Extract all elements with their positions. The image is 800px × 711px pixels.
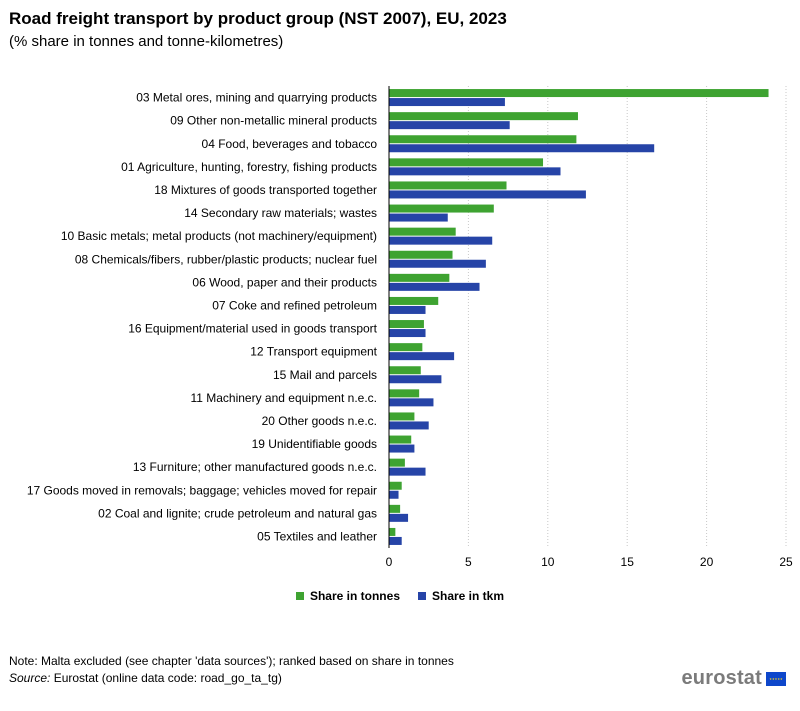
legend-item-tkm: Share in tkm: [418, 589, 504, 603]
bar-tkm-11: [389, 352, 455, 361]
bar-tkm-4: [389, 190, 586, 199]
legend-swatch-tkm: [418, 592, 426, 600]
bar-tonnes-19: [389, 527, 396, 536]
bar-tkm-8: [389, 282, 480, 291]
bar-tonnes-16: [389, 458, 405, 467]
eurostat-logo-text: eurostat: [681, 667, 762, 689]
x-tick-label-4: 20: [700, 555, 714, 569]
x-tick-label-0: 0: [386, 555, 393, 569]
category-label-11: 12 Transport equipment: [250, 345, 377, 359]
chart-note: Note: Malta excluded (see chapter 'data …: [9, 654, 454, 668]
bar-tonnes-11: [389, 343, 423, 352]
bar-tonnes-17: [389, 481, 402, 490]
category-label-6: 10 Basic metals; metal products (not mac…: [61, 229, 377, 243]
bar-tonnes-8: [389, 273, 450, 282]
category-label-9: 07 Coke and refined petroleum: [212, 298, 377, 312]
category-label-15: 19 Unidentifiable goods: [252, 437, 377, 451]
bar-tkm-2: [389, 144, 655, 153]
category-label-19: 05 Textiles and leather: [257, 529, 377, 543]
bar-tonnes-1: [389, 112, 578, 121]
legend-swatch-tonnes: [295, 592, 304, 600]
chart-title: Road freight transport by product group …: [9, 9, 507, 28]
x-tick-label-2: 10: [541, 555, 555, 569]
bar-tkm-17: [389, 490, 399, 499]
bar-tkm-3: [389, 167, 561, 176]
x-tick-label-5: 25: [779, 555, 793, 569]
bar-tonnes-0: [389, 89, 769, 98]
bar-tonnes-7: [389, 250, 453, 259]
bar-tkm-19: [389, 536, 402, 545]
bar-tkm-12: [389, 375, 442, 384]
bar-tkm-5: [389, 213, 448, 222]
category-label-14: 20 Other goods n.e.c.: [262, 414, 377, 428]
bar-tonnes-13: [389, 389, 420, 398]
legend-label-tkm: Share in tkm: [432, 589, 505, 603]
category-label-17: 17 Goods moved in removals; baggage; veh…: [27, 483, 377, 497]
bar-tkm-0: [389, 98, 505, 107]
bar-tonnes-9: [389, 296, 439, 305]
category-label-18: 02 Coal and lignite; crude petroleum and…: [98, 506, 377, 520]
bar-tkm-1: [389, 121, 510, 130]
legend-item-tonnes: Share in tonnes: [295, 589, 400, 603]
category-label-12: 15 Mail and parcels: [273, 368, 377, 382]
category-label-2: 04 Food, beverages and tobacco: [202, 137, 378, 151]
bar-tkm-13: [389, 398, 434, 407]
bar-tonnes-2: [389, 135, 577, 144]
bar-tkm-18: [389, 513, 409, 522]
x-tick-label-3: 15: [621, 555, 635, 569]
bar-tkm-9: [389, 305, 426, 314]
bar-tkm-7: [389, 259, 486, 268]
bar-tonnes-3: [389, 158, 544, 167]
bar-tonnes-12: [389, 366, 421, 375]
category-label-5: 14 Secondary raw materials; wastes: [184, 206, 377, 220]
bar-tonnes-14: [389, 412, 415, 421]
category-label-3: 01 Agriculture, hunting, forestry, fishi…: [121, 160, 377, 174]
legend-label-tonnes: Share in tonnes: [309, 589, 400, 603]
bar-tonnes-4: [389, 181, 507, 190]
category-label-13: 11 Machinery and equipment n.e.c.: [190, 391, 377, 405]
chart-source: Source: Eurostat (online data code: road…: [9, 671, 282, 685]
bar-tonnes-5: [389, 204, 494, 213]
category-label-10: 16 Equipment/material used in goods tran…: [128, 322, 377, 336]
category-label-7: 08 Chemicals/fibers, rubber/plastic prod…: [75, 252, 377, 266]
bar-tkm-6: [389, 236, 493, 245]
eurostat-logo: eurostat ★★★★★: [681, 667, 786, 690]
category-label-0: 03 Metal ores, mining and quarrying prod…: [136, 91, 377, 105]
bar-tkm-16: [389, 467, 426, 476]
bar-tonnes-15: [389, 435, 412, 444]
bar-tonnes-18: [389, 504, 401, 513]
eu-flag-icon: ★★★★★: [766, 671, 786, 686]
category-label-4: 18 Mixtures of goods transported togethe…: [154, 183, 377, 197]
x-tick-label-1: 5: [465, 555, 472, 569]
category-label-16: 13 Furniture; other manufactured goods n…: [133, 460, 377, 474]
category-label-8: 06 Wood, paper and their products: [192, 275, 377, 289]
chart-legend: Share in tonnes Share in tkm: [0, 589, 800, 603]
source-label: Source:: [9, 671, 51, 685]
bar-tonnes-6: [389, 227, 456, 236]
source-text: Eurostat (online data code: road_go_ta_t…: [53, 671, 282, 685]
bar-tkm-14: [389, 421, 429, 430]
bar-chart: 03 Metal ores, mining and quarrying prod…: [27, 86, 793, 569]
bar-tkm-15: [389, 444, 415, 453]
bar-tkm-10: [389, 329, 426, 338]
chart-subtitle: (% share in tonnes and tonne-kilometres): [9, 33, 284, 50]
category-label-1: 09 Other non-metallic mineral products: [170, 114, 377, 128]
bar-tonnes-10: [389, 320, 424, 329]
